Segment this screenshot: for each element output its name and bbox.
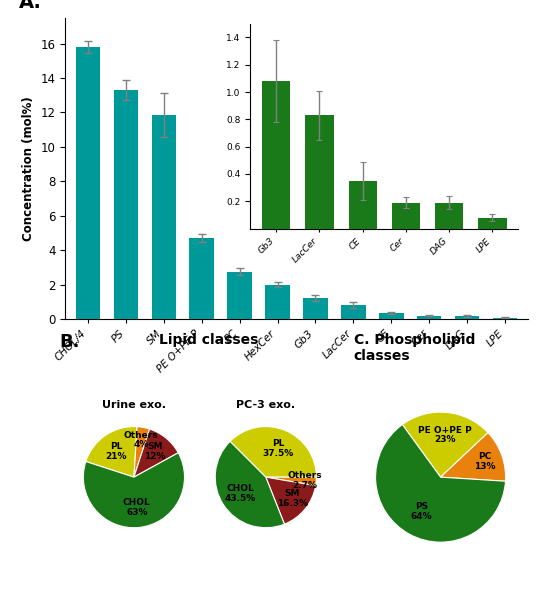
Text: CHOL
43.5%: CHOL 43.5%	[225, 485, 256, 503]
Bar	[341, 305, 366, 319]
Text: SM
12%: SM 12%	[144, 443, 165, 461]
Wedge shape	[134, 429, 178, 477]
Bar	[379, 313, 404, 319]
Title: PC-3 exo.: PC-3 exo.	[236, 400, 295, 410]
Bar	[152, 115, 176, 319]
Wedge shape	[134, 427, 150, 477]
Text: CHOL
63%: CHOL 63%	[123, 498, 151, 517]
Bar	[114, 90, 138, 319]
Text: B.: B.	[60, 333, 81, 350]
Text: Others
4%: Others 4%	[123, 430, 158, 449]
Text: PL
21%: PL 21%	[106, 442, 127, 460]
Wedge shape	[215, 441, 285, 528]
Wedge shape	[375, 424, 505, 542]
Text: A.: A.	[19, 0, 42, 12]
Text: PC
13%: PC 13%	[474, 452, 496, 470]
Wedge shape	[83, 453, 184, 528]
Wedge shape	[266, 477, 317, 486]
Y-axis label: Concentration (mol%): Concentration (mol%)	[22, 96, 35, 241]
Bar	[455, 316, 479, 319]
Wedge shape	[230, 427, 317, 477]
Bar	[227, 272, 252, 319]
Text: C. Phospholipid
classes: C. Phospholipid classes	[354, 333, 475, 363]
Bar	[493, 317, 517, 319]
Wedge shape	[403, 412, 488, 477]
Bar	[76, 47, 100, 319]
Wedge shape	[86, 427, 137, 477]
Text: PE O+PE P
23%: PE O+PE P 23%	[418, 426, 472, 444]
Text: SM
16.3%: SM 16.3%	[277, 489, 308, 508]
Bar	[303, 298, 327, 319]
Bar	[265, 285, 290, 319]
Text: PS
64%: PS 64%	[411, 502, 432, 521]
Bar	[417, 316, 441, 319]
Wedge shape	[266, 477, 316, 524]
Text: Others
2.7%: Others 2.7%	[288, 471, 323, 490]
Title: Urine exo.: Urine exo.	[102, 400, 166, 410]
Text: Lipid classes: Lipid classes	[159, 333, 258, 347]
Bar	[189, 238, 214, 319]
Wedge shape	[441, 433, 505, 481]
Text: PL
37.5%: PL 37.5%	[262, 439, 293, 457]
